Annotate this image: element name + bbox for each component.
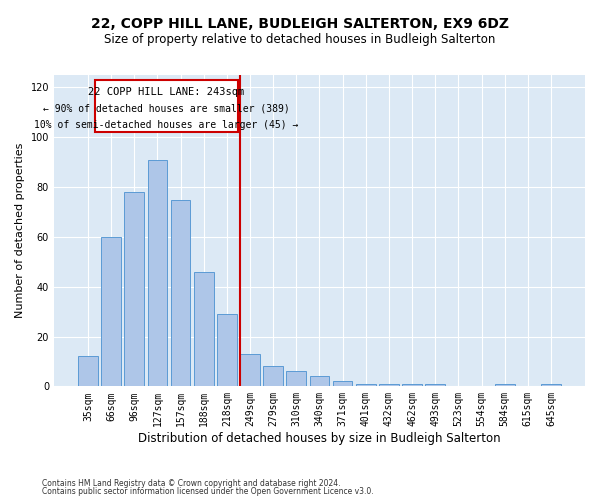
Bar: [240, 354, 260, 386]
X-axis label: Distribution of detached houses by size in Budleigh Salterton: Distribution of detached houses by size …: [138, 432, 501, 445]
Bar: [263, 366, 283, 386]
Bar: [379, 384, 399, 386]
Bar: [333, 382, 352, 386]
Text: 10% of semi-detached houses are larger (45) →: 10% of semi-detached houses are larger (…: [34, 120, 299, 130]
Text: ← 90% of detached houses are smaller (389): ← 90% of detached houses are smaller (38…: [43, 104, 290, 114]
Text: Size of property relative to detached houses in Budleigh Salterton: Size of property relative to detached ho…: [104, 32, 496, 46]
Bar: [495, 384, 515, 386]
Text: Contains HM Land Registry data © Crown copyright and database right 2024.: Contains HM Land Registry data © Crown c…: [42, 478, 341, 488]
Text: 22 COPP HILL LANE: 243sqm: 22 COPP HILL LANE: 243sqm: [88, 88, 245, 98]
Bar: [78, 356, 98, 386]
Bar: [170, 200, 190, 386]
Bar: [124, 192, 144, 386]
Bar: [356, 384, 376, 386]
Text: 22, COPP HILL LANE, BUDLEIGH SALTERTON, EX9 6DZ: 22, COPP HILL LANE, BUDLEIGH SALTERTON, …: [91, 18, 509, 32]
Bar: [148, 160, 167, 386]
Y-axis label: Number of detached properties: Number of detached properties: [15, 143, 25, 318]
Bar: [310, 376, 329, 386]
Bar: [101, 237, 121, 386]
FancyBboxPatch shape: [95, 80, 238, 132]
Bar: [402, 384, 422, 386]
Bar: [425, 384, 445, 386]
Bar: [217, 314, 236, 386]
Bar: [286, 372, 306, 386]
Bar: [194, 272, 214, 386]
Text: Contains public sector information licensed under the Open Government Licence v3: Contains public sector information licen…: [42, 487, 374, 496]
Bar: [541, 384, 561, 386]
